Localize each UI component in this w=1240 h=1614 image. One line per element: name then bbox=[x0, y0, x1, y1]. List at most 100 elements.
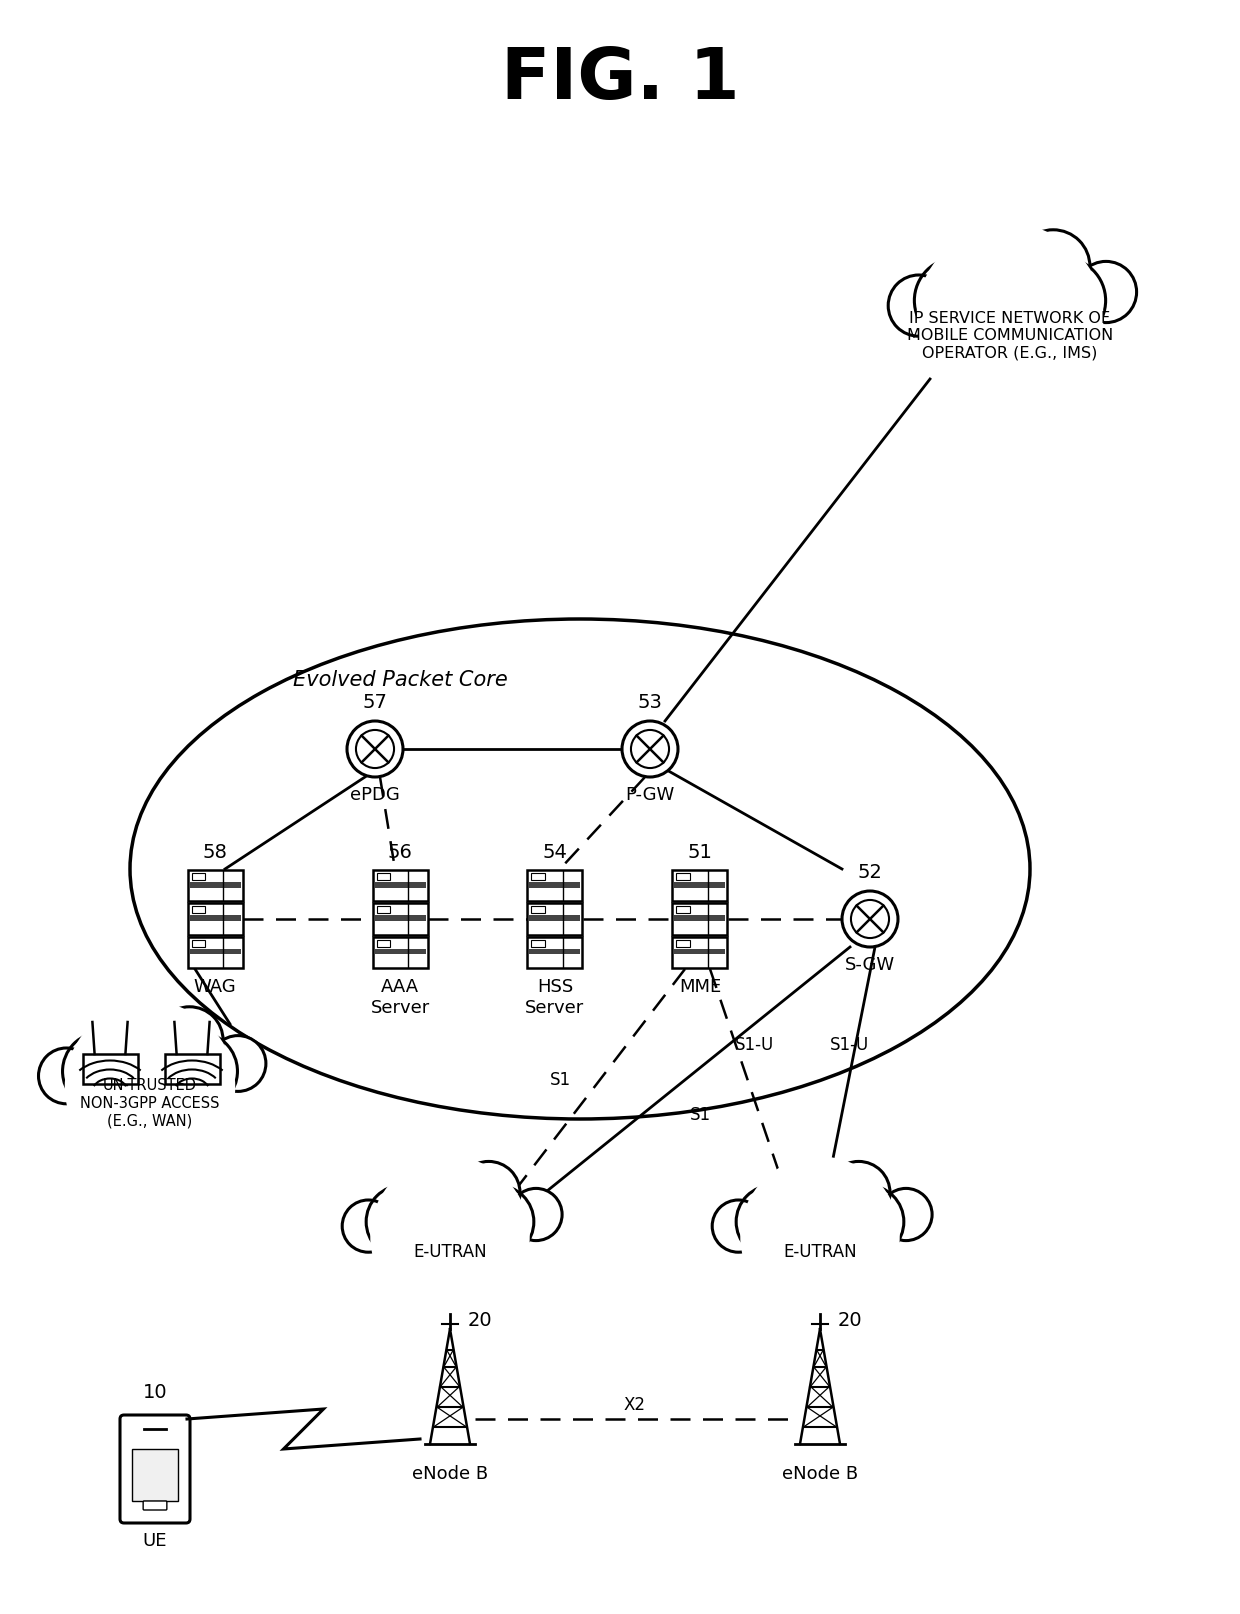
Circle shape bbox=[737, 1185, 810, 1259]
Text: WAG: WAG bbox=[193, 978, 237, 996]
Circle shape bbox=[108, 1015, 170, 1077]
Circle shape bbox=[880, 1188, 932, 1241]
Bar bbox=[527, 904, 583, 935]
Text: P-GW: P-GW bbox=[625, 786, 675, 804]
Text: 56: 56 bbox=[388, 843, 413, 862]
Bar bbox=[191, 907, 206, 914]
Circle shape bbox=[914, 258, 999, 344]
Bar bbox=[187, 904, 243, 935]
Circle shape bbox=[156, 1007, 223, 1073]
Bar bbox=[187, 938, 243, 968]
Bar bbox=[374, 949, 425, 954]
Circle shape bbox=[1075, 261, 1137, 323]
Circle shape bbox=[401, 1194, 500, 1293]
Bar bbox=[675, 883, 725, 888]
Circle shape bbox=[740, 1157, 900, 1315]
Circle shape bbox=[827, 1162, 890, 1225]
Circle shape bbox=[916, 224, 1104, 412]
Bar bbox=[165, 1054, 219, 1085]
Circle shape bbox=[342, 1201, 394, 1252]
Bar bbox=[377, 907, 391, 914]
Text: 52: 52 bbox=[858, 862, 883, 881]
Text: UN-TRUSTED
NON-3GPP ACCESS
(E.G., WAN): UN-TRUSTED NON-3GPP ACCESS (E.G., WAN) bbox=[81, 1078, 219, 1128]
Bar bbox=[527, 870, 583, 902]
Text: MME: MME bbox=[678, 978, 722, 996]
Circle shape bbox=[622, 721, 678, 778]
Bar bbox=[190, 883, 241, 888]
Bar bbox=[377, 939, 391, 947]
Bar bbox=[527, 938, 583, 968]
Bar bbox=[190, 915, 241, 922]
Text: 20: 20 bbox=[467, 1311, 492, 1330]
FancyBboxPatch shape bbox=[143, 1501, 167, 1511]
Circle shape bbox=[842, 891, 898, 947]
Bar bbox=[374, 883, 425, 888]
Bar bbox=[672, 870, 728, 902]
Circle shape bbox=[458, 1162, 520, 1225]
Bar bbox=[83, 1054, 138, 1085]
Text: IP SERVICE NETWORK OF
MOBILE COMMUNICATION
OPERATOR (E.G., IMS): IP SERVICE NETWORK OF MOBILE COMMUNICATI… bbox=[906, 310, 1114, 360]
Circle shape bbox=[410, 1169, 467, 1227]
Text: 54: 54 bbox=[543, 843, 568, 862]
Circle shape bbox=[347, 721, 403, 778]
Text: S1: S1 bbox=[689, 1106, 711, 1123]
Bar bbox=[529, 949, 580, 954]
Circle shape bbox=[38, 1049, 94, 1104]
Bar bbox=[532, 873, 546, 880]
Bar bbox=[672, 938, 728, 968]
Circle shape bbox=[97, 1043, 203, 1148]
Text: 20: 20 bbox=[838, 1311, 863, 1330]
Bar bbox=[677, 939, 691, 947]
Text: HSS
Server: HSS Server bbox=[526, 978, 584, 1017]
Bar bbox=[372, 904, 428, 935]
Bar bbox=[187, 870, 243, 902]
Text: 10: 10 bbox=[143, 1382, 167, 1401]
Text: 57: 57 bbox=[362, 692, 387, 712]
Text: S1-U: S1-U bbox=[831, 1035, 869, 1054]
Bar bbox=[377, 873, 391, 880]
Bar bbox=[672, 904, 728, 935]
Text: E-UTRAN: E-UTRAN bbox=[784, 1243, 857, 1261]
Text: Evolved Packet Core: Evolved Packet Core bbox=[293, 670, 507, 689]
Circle shape bbox=[371, 1157, 529, 1315]
Circle shape bbox=[712, 1201, 764, 1252]
Circle shape bbox=[965, 239, 1032, 307]
Text: eNode B: eNode B bbox=[782, 1464, 858, 1482]
Text: S1: S1 bbox=[549, 1070, 570, 1088]
Circle shape bbox=[64, 1002, 236, 1172]
Circle shape bbox=[1017, 231, 1090, 303]
Circle shape bbox=[160, 1033, 238, 1110]
Bar bbox=[131, 1449, 179, 1501]
Bar bbox=[529, 883, 580, 888]
Text: UE: UE bbox=[143, 1532, 167, 1549]
Bar bbox=[529, 915, 580, 922]
Text: FIG. 1: FIG. 1 bbox=[501, 45, 739, 115]
Circle shape bbox=[952, 268, 1068, 384]
Text: 58: 58 bbox=[202, 843, 227, 862]
Text: S1-U: S1-U bbox=[735, 1035, 775, 1054]
FancyBboxPatch shape bbox=[120, 1415, 190, 1524]
Circle shape bbox=[770, 1194, 869, 1293]
Bar bbox=[532, 939, 546, 947]
Text: ePDG: ePDG bbox=[350, 786, 399, 804]
Bar bbox=[372, 870, 428, 902]
Bar bbox=[374, 915, 425, 922]
Bar bbox=[191, 939, 206, 947]
Circle shape bbox=[831, 1185, 904, 1259]
Circle shape bbox=[366, 1185, 439, 1259]
Circle shape bbox=[1021, 258, 1106, 344]
Circle shape bbox=[780, 1169, 838, 1227]
Bar bbox=[532, 907, 546, 914]
Text: 53: 53 bbox=[637, 692, 662, 712]
Bar bbox=[677, 907, 691, 914]
Bar bbox=[372, 938, 428, 968]
Circle shape bbox=[62, 1033, 140, 1110]
Circle shape bbox=[510, 1188, 562, 1241]
Bar bbox=[677, 873, 691, 880]
Circle shape bbox=[888, 276, 950, 337]
Bar bbox=[191, 873, 206, 880]
Circle shape bbox=[210, 1036, 265, 1091]
Text: AAA
Server: AAA Server bbox=[371, 978, 429, 1017]
Bar bbox=[675, 915, 725, 922]
Bar bbox=[190, 949, 241, 954]
